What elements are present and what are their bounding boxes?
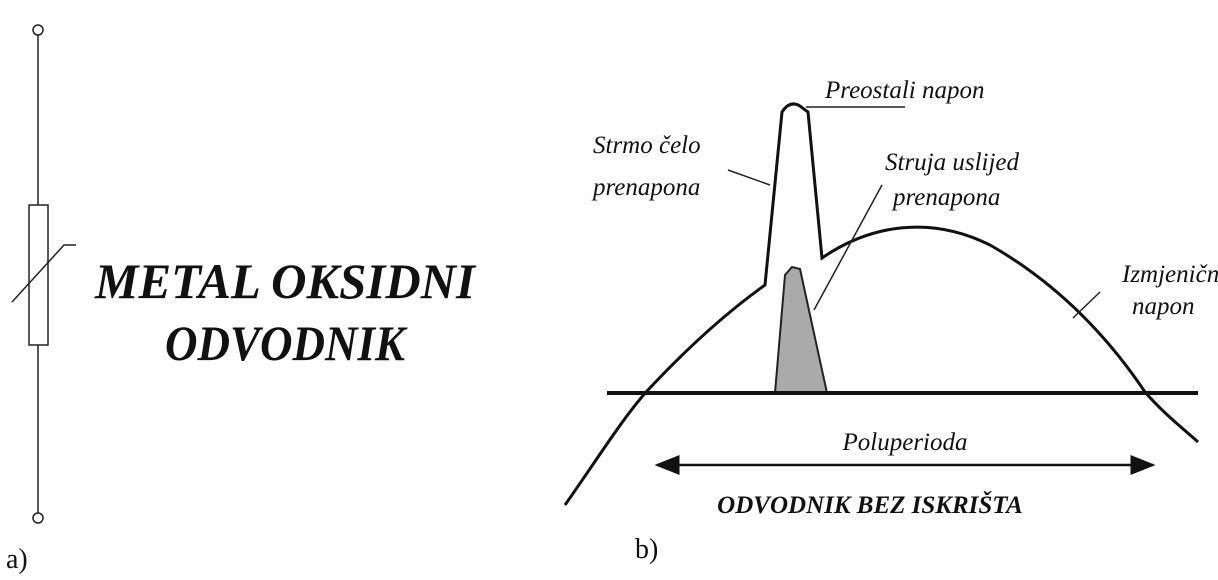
annotation: napon — [1132, 293, 1195, 320]
annotation: prenapona — [591, 174, 700, 201]
annotation: Struja uslijed — [885, 149, 1020, 176]
current-pulse — [773, 265, 829, 394]
voltage-curve — [563, 102, 1200, 506]
leader — [813, 184, 883, 311]
leader — [727, 169, 771, 186]
title-line: ODVODNIK — [165, 315, 408, 371]
leader — [1072, 291, 1101, 319]
annotation: Preostali napon — [824, 77, 985, 104]
title-line: METAL OKSIDNI — [94, 253, 476, 309]
period-label: Poluperioda — [842, 429, 968, 456]
panel-label: a) — [6, 544, 28, 575]
caption: ODVODNIK BEZ ISKRIŠTA — [717, 490, 1023, 519]
annotation: prenapona — [891, 184, 1000, 211]
annotation: Strmo čelo — [593, 132, 701, 159]
arrester-symbol — [11, 24, 76, 524]
panel-label: b) — [635, 534, 658, 565]
annotation: Izmjenični — [1121, 261, 1218, 288]
